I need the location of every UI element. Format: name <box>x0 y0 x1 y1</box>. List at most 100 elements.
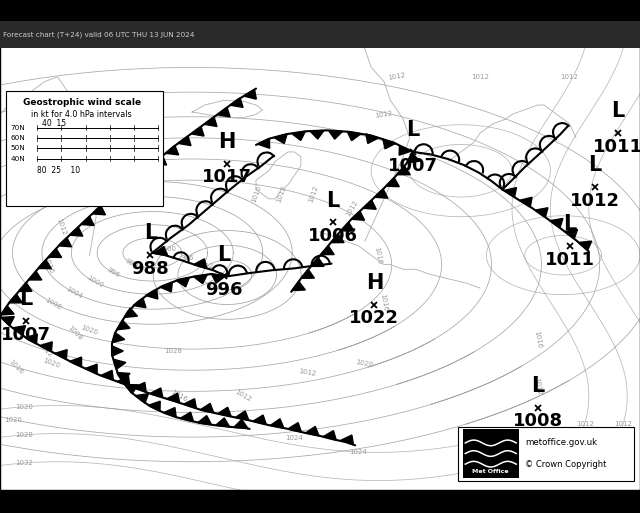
Polygon shape <box>112 346 124 356</box>
Text: 70N: 70N <box>10 125 25 130</box>
Polygon shape <box>550 219 563 228</box>
Polygon shape <box>397 166 410 175</box>
Text: Geostrophic wind scale: Geostrophic wind scale <box>22 98 141 107</box>
Text: 1012: 1012 <box>387 72 406 82</box>
Polygon shape <box>134 382 146 392</box>
Text: 1022: 1022 <box>349 309 399 327</box>
Text: 1004: 1004 <box>65 286 83 300</box>
Text: 1016: 1016 <box>373 246 382 265</box>
Polygon shape <box>154 246 168 255</box>
Text: 992: 992 <box>124 258 139 269</box>
Polygon shape <box>160 282 172 292</box>
Polygon shape <box>218 407 231 417</box>
Polygon shape <box>407 153 420 163</box>
Polygon shape <box>136 393 148 403</box>
Text: H: H <box>365 273 383 293</box>
Polygon shape <box>1 306 14 315</box>
Text: 1024: 1024 <box>285 436 303 441</box>
Polygon shape <box>363 200 376 209</box>
Text: Met Office: Met Office <box>472 469 509 474</box>
Text: 1012: 1012 <box>308 185 319 204</box>
Text: 996: 996 <box>205 281 243 299</box>
Polygon shape <box>211 274 225 283</box>
Polygon shape <box>112 332 125 343</box>
Polygon shape <box>217 107 230 117</box>
Text: L: L <box>218 245 230 265</box>
Polygon shape <box>194 259 207 268</box>
Polygon shape <box>85 364 97 374</box>
FancyBboxPatch shape <box>458 426 634 481</box>
Text: 1008: 1008 <box>68 180 79 199</box>
Text: 988: 988 <box>132 260 169 278</box>
Polygon shape <box>374 189 388 198</box>
Polygon shape <box>535 208 548 218</box>
Polygon shape <box>198 416 211 425</box>
Text: H: H <box>218 132 236 152</box>
Polygon shape <box>311 258 324 266</box>
Text: L: L <box>326 191 339 211</box>
Polygon shape <box>145 289 158 299</box>
Polygon shape <box>117 377 130 386</box>
Text: 1016: 1016 <box>42 255 54 274</box>
Text: L: L <box>611 102 624 122</box>
Text: 1012: 1012 <box>234 389 252 403</box>
Text: L: L <box>563 214 576 234</box>
Text: 1008: 1008 <box>513 412 563 430</box>
Polygon shape <box>49 249 61 258</box>
Polygon shape <box>331 234 344 243</box>
Polygon shape <box>148 401 160 411</box>
Text: 1016: 1016 <box>380 293 388 311</box>
Polygon shape <box>29 271 42 280</box>
Polygon shape <box>141 166 154 175</box>
Text: 1012: 1012 <box>533 378 542 396</box>
Polygon shape <box>133 298 146 308</box>
Polygon shape <box>25 334 37 344</box>
Polygon shape <box>274 134 287 144</box>
Text: L: L <box>531 376 544 396</box>
Polygon shape <box>270 419 284 428</box>
Polygon shape <box>40 342 52 351</box>
Text: 1006: 1006 <box>308 227 358 245</box>
Text: 1012: 1012 <box>55 218 67 236</box>
Polygon shape <box>383 139 396 149</box>
Text: 1020: 1020 <box>80 324 99 336</box>
Polygon shape <box>351 211 365 220</box>
Polygon shape <box>55 350 67 360</box>
Text: L: L <box>406 120 419 140</box>
Text: 1000: 1000 <box>86 275 104 289</box>
Polygon shape <box>178 136 191 146</box>
Text: 1011: 1011 <box>545 250 595 268</box>
Text: 1012: 1012 <box>298 368 317 377</box>
Polygon shape <box>58 238 72 247</box>
Text: 1007: 1007 <box>1 326 51 344</box>
Text: 40  15: 40 15 <box>42 119 66 128</box>
Text: 1008: 1008 <box>66 325 83 342</box>
FancyBboxPatch shape <box>0 21 640 48</box>
Polygon shape <box>564 229 577 239</box>
Text: L: L <box>144 224 157 244</box>
Polygon shape <box>236 411 249 420</box>
Text: L: L <box>589 155 602 175</box>
Text: 1007: 1007 <box>388 156 438 174</box>
Polygon shape <box>258 139 269 148</box>
Text: 1012: 1012 <box>561 74 579 80</box>
Polygon shape <box>13 326 26 335</box>
Polygon shape <box>204 117 217 127</box>
Text: 1012: 1012 <box>471 74 489 80</box>
Text: 1012: 1012 <box>276 185 287 204</box>
Text: 1004: 1004 <box>68 143 79 162</box>
Polygon shape <box>321 246 334 254</box>
Polygon shape <box>310 130 324 139</box>
Text: metoffice.gov.uk: metoffice.gov.uk <box>525 438 597 447</box>
Polygon shape <box>115 185 129 194</box>
Polygon shape <box>191 127 204 136</box>
Polygon shape <box>92 206 106 215</box>
Text: 1016: 1016 <box>170 389 189 403</box>
Text: 80  25    10: 80 25 10 <box>37 166 80 175</box>
Polygon shape <box>520 198 532 207</box>
Polygon shape <box>113 359 126 369</box>
Text: 40N: 40N <box>10 155 25 162</box>
Polygon shape <box>348 131 361 141</box>
Polygon shape <box>81 216 94 226</box>
Text: 1016: 1016 <box>8 359 24 376</box>
